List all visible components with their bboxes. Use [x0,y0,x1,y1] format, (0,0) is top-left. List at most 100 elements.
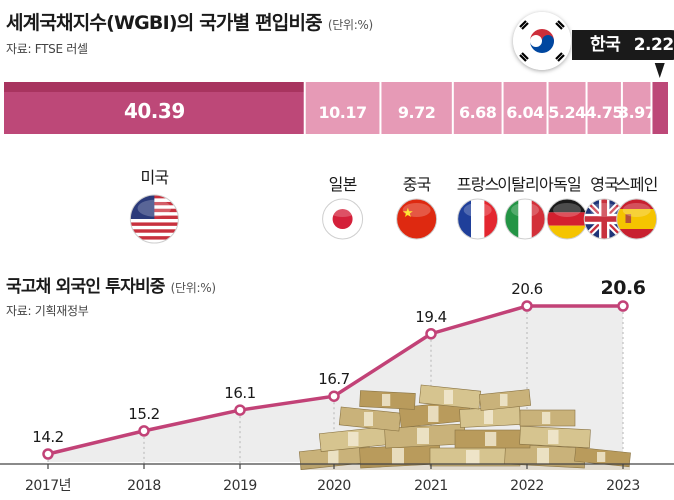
flag-gloss [137,199,172,217]
flag-gloss [622,203,651,217]
data-label: 14.2 [32,428,63,446]
sun [332,209,353,229]
banknote-band [328,450,339,464]
banknote-band [392,448,404,464]
flag-border [396,198,438,240]
bar-value-label: 6.68 [459,103,497,122]
band [547,199,588,213]
banknote-band [382,394,391,406]
x-tick-label: 2020 [317,478,351,494]
line-chart: 14.2 15.2 16.1 16.7 19.4 20.6 20.6 2017년 2018 201… [0,277,674,494]
us-flag-icon [130,195,179,240]
data-label: 15.2 [128,405,159,423]
bar-value-label: 9.72 [398,103,435,122]
bar-value-label: 5.24 [548,103,586,122]
bar-value-label: 40.39 [124,99,185,123]
france-flag-icon [457,199,498,239]
italy-flag-icon [505,199,546,239]
stripe [130,222,179,226]
star: ★ [402,206,413,221]
flag-border [504,198,546,240]
banknote-band [417,428,429,444]
cross [584,216,625,222]
flag-gloss [402,203,431,217]
bar-3 [380,82,453,134]
flag-border [457,198,499,240]
data-point [328,390,340,402]
band [484,199,498,239]
data-point [617,300,629,312]
country-label: 영국 [590,175,618,194]
banknote-band [537,448,549,464]
data-label: 16.1 [224,384,255,402]
banknote-band [348,432,359,446]
line-chart-unit: (단위:%) [170,281,216,295]
title-text: 세계국채지수(WGBI)의 국가별 편입비중 [6,12,323,34]
bar-top-band [4,82,305,92]
banknote-band [597,452,606,462]
flag-gloss [463,203,492,217]
stripe [130,229,179,233]
china-flag-icon: ★ [396,199,437,239]
data-label: 20.6 [511,280,542,298]
country-label: 이탈리아 [497,175,554,194]
germany-flag-icon [547,199,588,239]
korea-label: 한국 [590,35,621,55]
wgbi-chart: 40.39 미국 10.17 일본 9.72 중국 ★ 6.68 프랑스 6.04 이탈리아 5.24… [4,63,668,244]
band [518,199,532,239]
spain-flag-icon [616,199,657,239]
bar-value-label: 10.17 [319,103,367,122]
pile-shadow [300,464,630,470]
data-label: 16.7 [318,370,349,388]
data-point [425,328,437,340]
title-unit: (단위:%) [327,18,373,32]
banknote-band [548,430,559,444]
korea-value: 2.22 [633,35,674,55]
korea-pointer [654,63,665,78]
bar-4 [452,82,503,134]
x-tick-label: 2018 [127,478,161,494]
country-label: 중국 [403,175,431,194]
country-label: 스페인 [616,175,658,194]
bar-6 [547,82,587,134]
x-tick-label: 2017년 [25,478,71,494]
band [531,199,546,239]
banknote-band [428,406,439,422]
band [505,199,519,239]
banknote-band [466,450,480,464]
stripe [130,236,179,240]
band [547,225,588,239]
source-label: 자료: FTSE 러셀 [6,42,88,56]
bar-8 [621,82,652,134]
band [547,212,588,226]
data-label: 19.4 [415,308,446,326]
flag-gloss [328,203,357,217]
band [471,199,485,239]
bar-5 [502,82,548,134]
data-point [138,425,150,437]
flag-border [616,198,658,240]
data-point [521,300,533,312]
flag-gloss [553,203,582,217]
flag-gloss [590,203,619,217]
x-tick-label: 2019 [223,478,257,494]
korea-flag-icon [513,12,571,70]
line-source-label: 자료: 기획재정부 [6,304,89,318]
field [396,199,437,239]
country-label: 프랑스 [457,175,499,194]
korea-value-badge: 한국 2.22 [572,30,674,60]
bar-value-label: 3.97 [618,103,655,122]
flag-gloss [511,203,540,217]
flag-border [129,194,179,244]
bar-7 [586,82,622,134]
page-title: 세계국채지수(WGBI)의 국가별 편입비중 (단위:%) [6,8,373,35]
line-chart-title: 국고채 외국인 투자비중 (단위:%) [6,272,216,297]
country-label: 독일 [553,175,581,194]
banknote-band [364,412,373,426]
data-point [42,448,54,460]
banknote-band [485,432,497,446]
japan-flag-icon [322,199,363,239]
band [616,209,657,229]
country-label: 미국 [140,168,168,187]
